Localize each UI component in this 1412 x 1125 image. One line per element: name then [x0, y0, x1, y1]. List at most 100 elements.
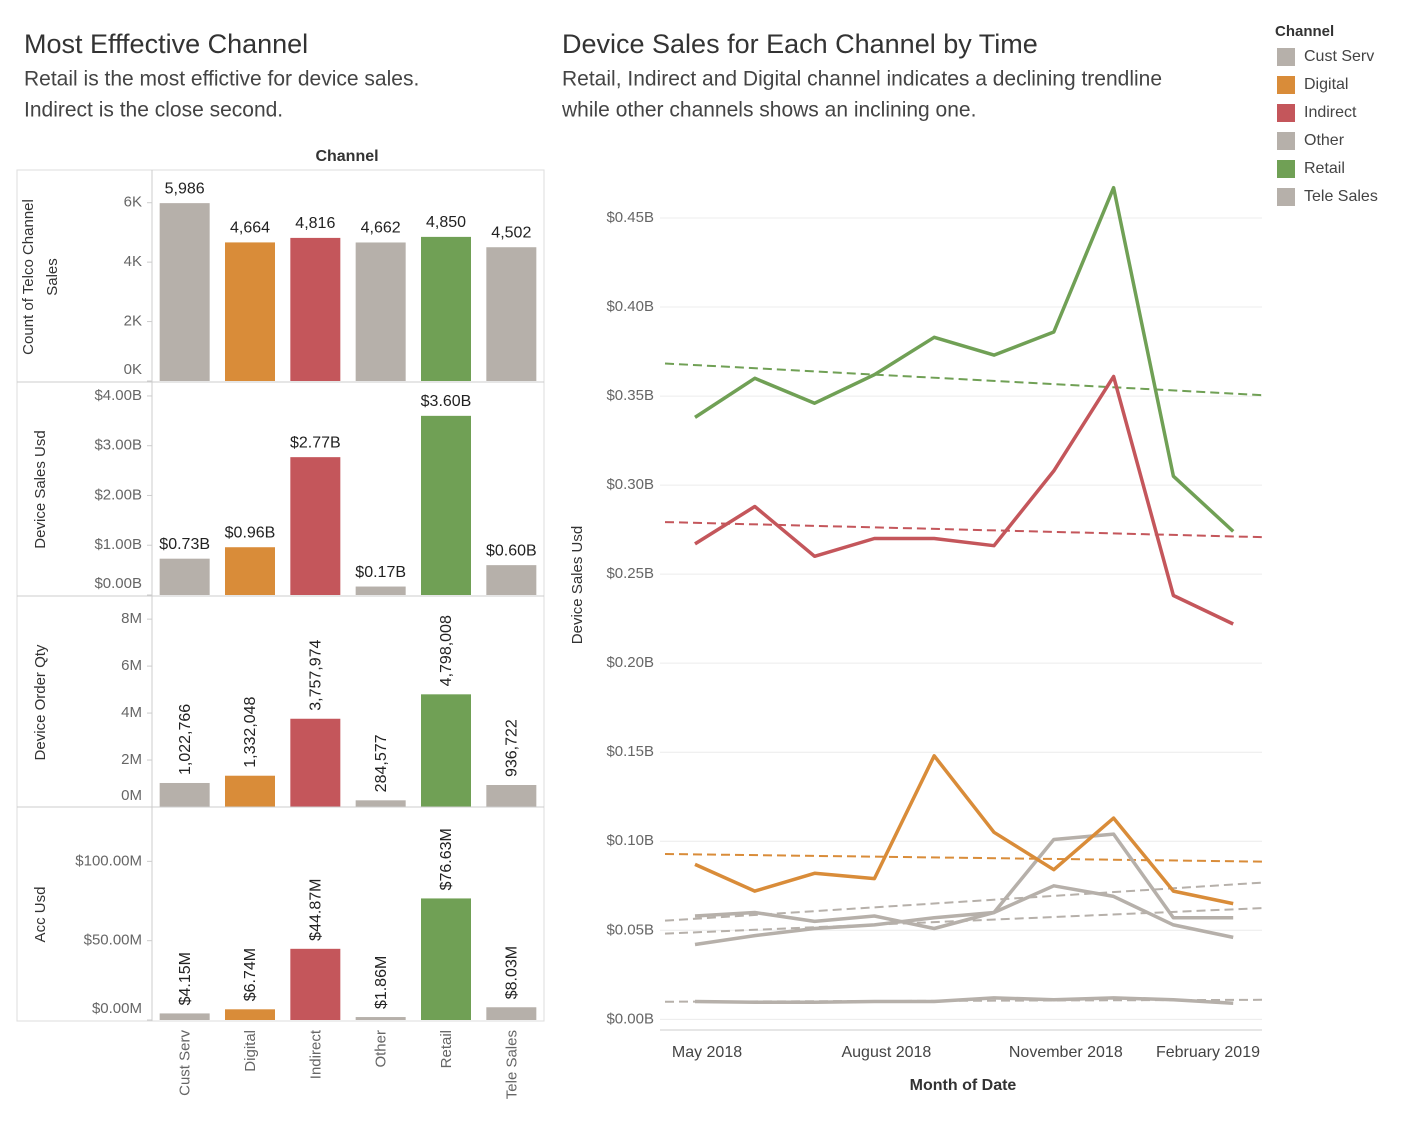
- y-tick-label: $0.30B: [606, 476, 654, 493]
- legend-label: Cust Serv: [1304, 48, 1374, 65]
- y-tick-label: 4K: [124, 253, 142, 270]
- value-label: 4,502: [491, 224, 531, 241]
- bar: [421, 236, 471, 381]
- bar: [225, 242, 275, 381]
- legend-label: Retail: [1304, 160, 1345, 177]
- bar: [355, 242, 406, 381]
- y-tick-label: $0.05B: [606, 921, 654, 938]
- value-label: $0.60B: [486, 542, 537, 559]
- value-label: 4,662: [361, 220, 401, 237]
- y-tick-label: $0.10B: [606, 832, 654, 849]
- bar: [355, 586, 406, 595]
- y-tick-label: $0.20B: [606, 654, 654, 671]
- left-title: Most Efffective Channel: [24, 29, 308, 59]
- legend-swatch: [1277, 48, 1295, 66]
- legend-swatch: [1277, 76, 1295, 94]
- bar: [290, 457, 341, 595]
- y-tick-label: 0K: [124, 361, 142, 378]
- y-tick-label: $2.00B: [94, 486, 142, 503]
- value-label: $8.03M: [504, 946, 521, 999]
- legend-label: Digital: [1304, 76, 1348, 93]
- value-label: $0.96B: [225, 524, 276, 541]
- value-label: 4,850: [426, 214, 466, 231]
- legend-label: Indirect: [1304, 104, 1357, 121]
- bar: [486, 247, 537, 381]
- y-tick-label: 6K: [124, 194, 142, 211]
- value-label: 5,986: [165, 180, 205, 197]
- bar: [290, 718, 341, 807]
- y-tick-label: 2K: [124, 313, 142, 330]
- bar: [225, 547, 275, 595]
- value-label: $0.73B: [159, 536, 210, 553]
- legend-swatch: [1277, 132, 1295, 150]
- value-label: 4,798,008: [438, 615, 455, 686]
- bar: [290, 237, 341, 381]
- bar: [421, 415, 471, 595]
- bar: [486, 785, 537, 807]
- y-tick-label: $0.35B: [606, 387, 654, 404]
- bar: [486, 1007, 537, 1020]
- value-label: 1,022,766: [177, 704, 194, 775]
- y-tick-label: $0.15B: [606, 743, 654, 760]
- value-label: $2.77B: [290, 434, 341, 451]
- legend-swatch: [1277, 104, 1295, 122]
- y-tick-label: 6M: [121, 657, 142, 674]
- value-label: $4.15M: [177, 952, 194, 1005]
- series-line: [694, 832, 1234, 931]
- y-axis-title: Device Sales Usd: [569, 526, 586, 644]
- legend-swatch: [1277, 188, 1295, 206]
- bar: [225, 1009, 275, 1020]
- bar: [290, 948, 341, 1020]
- trend-line: [664, 852, 1263, 863]
- value-label: $76.63M: [438, 828, 455, 890]
- bar: [486, 565, 537, 595]
- y-tick-label: $0.40B: [606, 298, 654, 315]
- x-tick-label: Other: [373, 1030, 390, 1068]
- x-tick-label: Retail: [438, 1030, 455, 1068]
- left-subtitle: Retail is the most effictive for device …: [24, 68, 419, 91]
- value-label: 3,757,974: [308, 639, 325, 710]
- y-axis-title: Sales: [44, 258, 61, 296]
- bar: [159, 558, 210, 595]
- right-subtitle: Retail, Indirect and Digital channel ind…: [562, 68, 1162, 91]
- y-tick-label: 2M: [121, 751, 142, 768]
- x-tick-label: Digital: [242, 1030, 259, 1072]
- x-axis-title: Channel: [315, 148, 378, 165]
- y-axis-title: Device Order Qty: [32, 644, 49, 760]
- y-axis-title: Count of Telco Channel: [20, 199, 37, 355]
- y-tick-label: $0.25B: [606, 565, 654, 582]
- y-axis-title: Device Sales Usd: [32, 430, 49, 548]
- series-line: [694, 884, 1234, 947]
- x-tick-label: Indirect: [307, 1029, 324, 1079]
- legend-label: Other: [1304, 132, 1345, 149]
- x-tick-label: November 2018: [1009, 1044, 1123, 1061]
- y-tick-label: $3.00B: [94, 437, 142, 454]
- value-label: 4,664: [230, 220, 270, 237]
- y-axis-title: Acc Usd: [32, 887, 49, 943]
- bar: [159, 203, 210, 381]
- bar: [159, 1013, 210, 1020]
- x-tick-label: Tele Sales: [503, 1030, 520, 1099]
- series-line: [694, 374, 1234, 626]
- bar: [355, 1017, 406, 1020]
- value-label: $0.17B: [355, 564, 406, 581]
- bar: [225, 775, 275, 807]
- value-label: 4,816: [295, 215, 335, 232]
- value-label: $6.74M: [242, 948, 259, 1001]
- series-line: [694, 185, 1235, 533]
- series-line: [694, 754, 1234, 906]
- y-tick-label: $4.00B: [94, 387, 142, 404]
- value-label: $3.60B: [421, 393, 472, 410]
- x-tick-label: August 2018: [841, 1044, 931, 1061]
- trend-line: [664, 362, 1263, 397]
- value-label: $1.86M: [373, 956, 390, 1009]
- series-line: [694, 996, 1234, 1006]
- legend-swatch: [1277, 160, 1295, 178]
- x-axis-title: Month of Date: [910, 1077, 1017, 1094]
- value-label: 1,332,048: [242, 696, 259, 767]
- bar: [355, 800, 406, 807]
- y-tick-label: 8M: [121, 610, 142, 627]
- y-tick-label: $0.00B: [606, 1010, 654, 1027]
- y-tick-label: 0M: [121, 787, 142, 804]
